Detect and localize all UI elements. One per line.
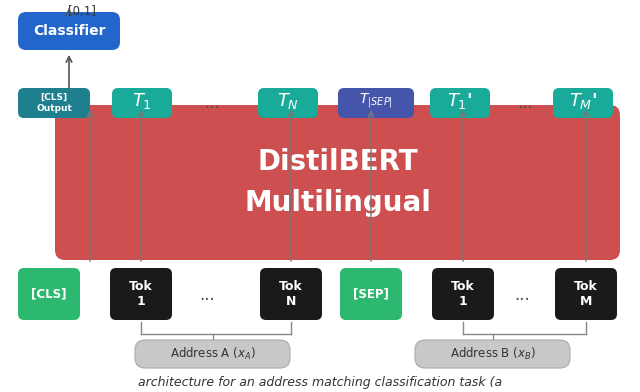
FancyBboxPatch shape: [18, 268, 80, 320]
FancyBboxPatch shape: [553, 88, 613, 118]
Text: [CLS]
Output: [CLS] Output: [36, 93, 72, 113]
FancyBboxPatch shape: [258, 88, 318, 118]
FancyBboxPatch shape: [432, 268, 494, 320]
Text: $T_{M}$': $T_{M}$': [569, 91, 597, 111]
FancyBboxPatch shape: [340, 268, 402, 320]
FancyBboxPatch shape: [338, 88, 414, 118]
FancyBboxPatch shape: [430, 88, 490, 118]
FancyBboxPatch shape: [18, 12, 120, 50]
Text: Address B ($x_{B}$): Address B ($x_{B}$): [449, 346, 536, 362]
Text: Address A ($x_{A}$): Address A ($x_{A}$): [170, 346, 255, 362]
Text: Tok
N: Tok N: [279, 280, 303, 308]
Text: [SEP]: [SEP]: [353, 287, 389, 301]
FancyBboxPatch shape: [55, 105, 620, 260]
Text: Tok
1: Tok 1: [129, 280, 153, 308]
Text: $T_{|SEP|}$: $T_{|SEP|}$: [359, 92, 393, 110]
Text: DistilBERT
Multilingual: DistilBERT Multilingual: [244, 148, 431, 217]
FancyBboxPatch shape: [135, 340, 290, 368]
Text: ...: ...: [515, 286, 531, 304]
Text: ...: ...: [204, 94, 220, 112]
Text: $T_{N}$: $T_{N}$: [277, 91, 299, 111]
Text: $T_{1}$: $T_{1}$: [132, 91, 152, 111]
FancyBboxPatch shape: [260, 268, 322, 320]
Text: ...: ...: [200, 286, 216, 304]
Text: architecture for an address matching classification task (a: architecture for an address matching cla…: [138, 376, 502, 389]
FancyBboxPatch shape: [415, 340, 570, 368]
Text: ...: ...: [517, 94, 533, 112]
FancyBboxPatch shape: [555, 268, 617, 320]
FancyBboxPatch shape: [112, 88, 172, 118]
Text: Tok
1: Tok 1: [451, 280, 475, 308]
Text: Classifier: Classifier: [33, 24, 105, 38]
FancyBboxPatch shape: [110, 268, 172, 320]
Text: [0,1]: [0,1]: [68, 5, 96, 18]
FancyBboxPatch shape: [18, 88, 90, 118]
Text: $T_{1}$': $T_{1}$': [447, 91, 473, 111]
Text: Tok
M: Tok M: [574, 280, 598, 308]
Text: [CLS]: [CLS]: [31, 287, 67, 301]
